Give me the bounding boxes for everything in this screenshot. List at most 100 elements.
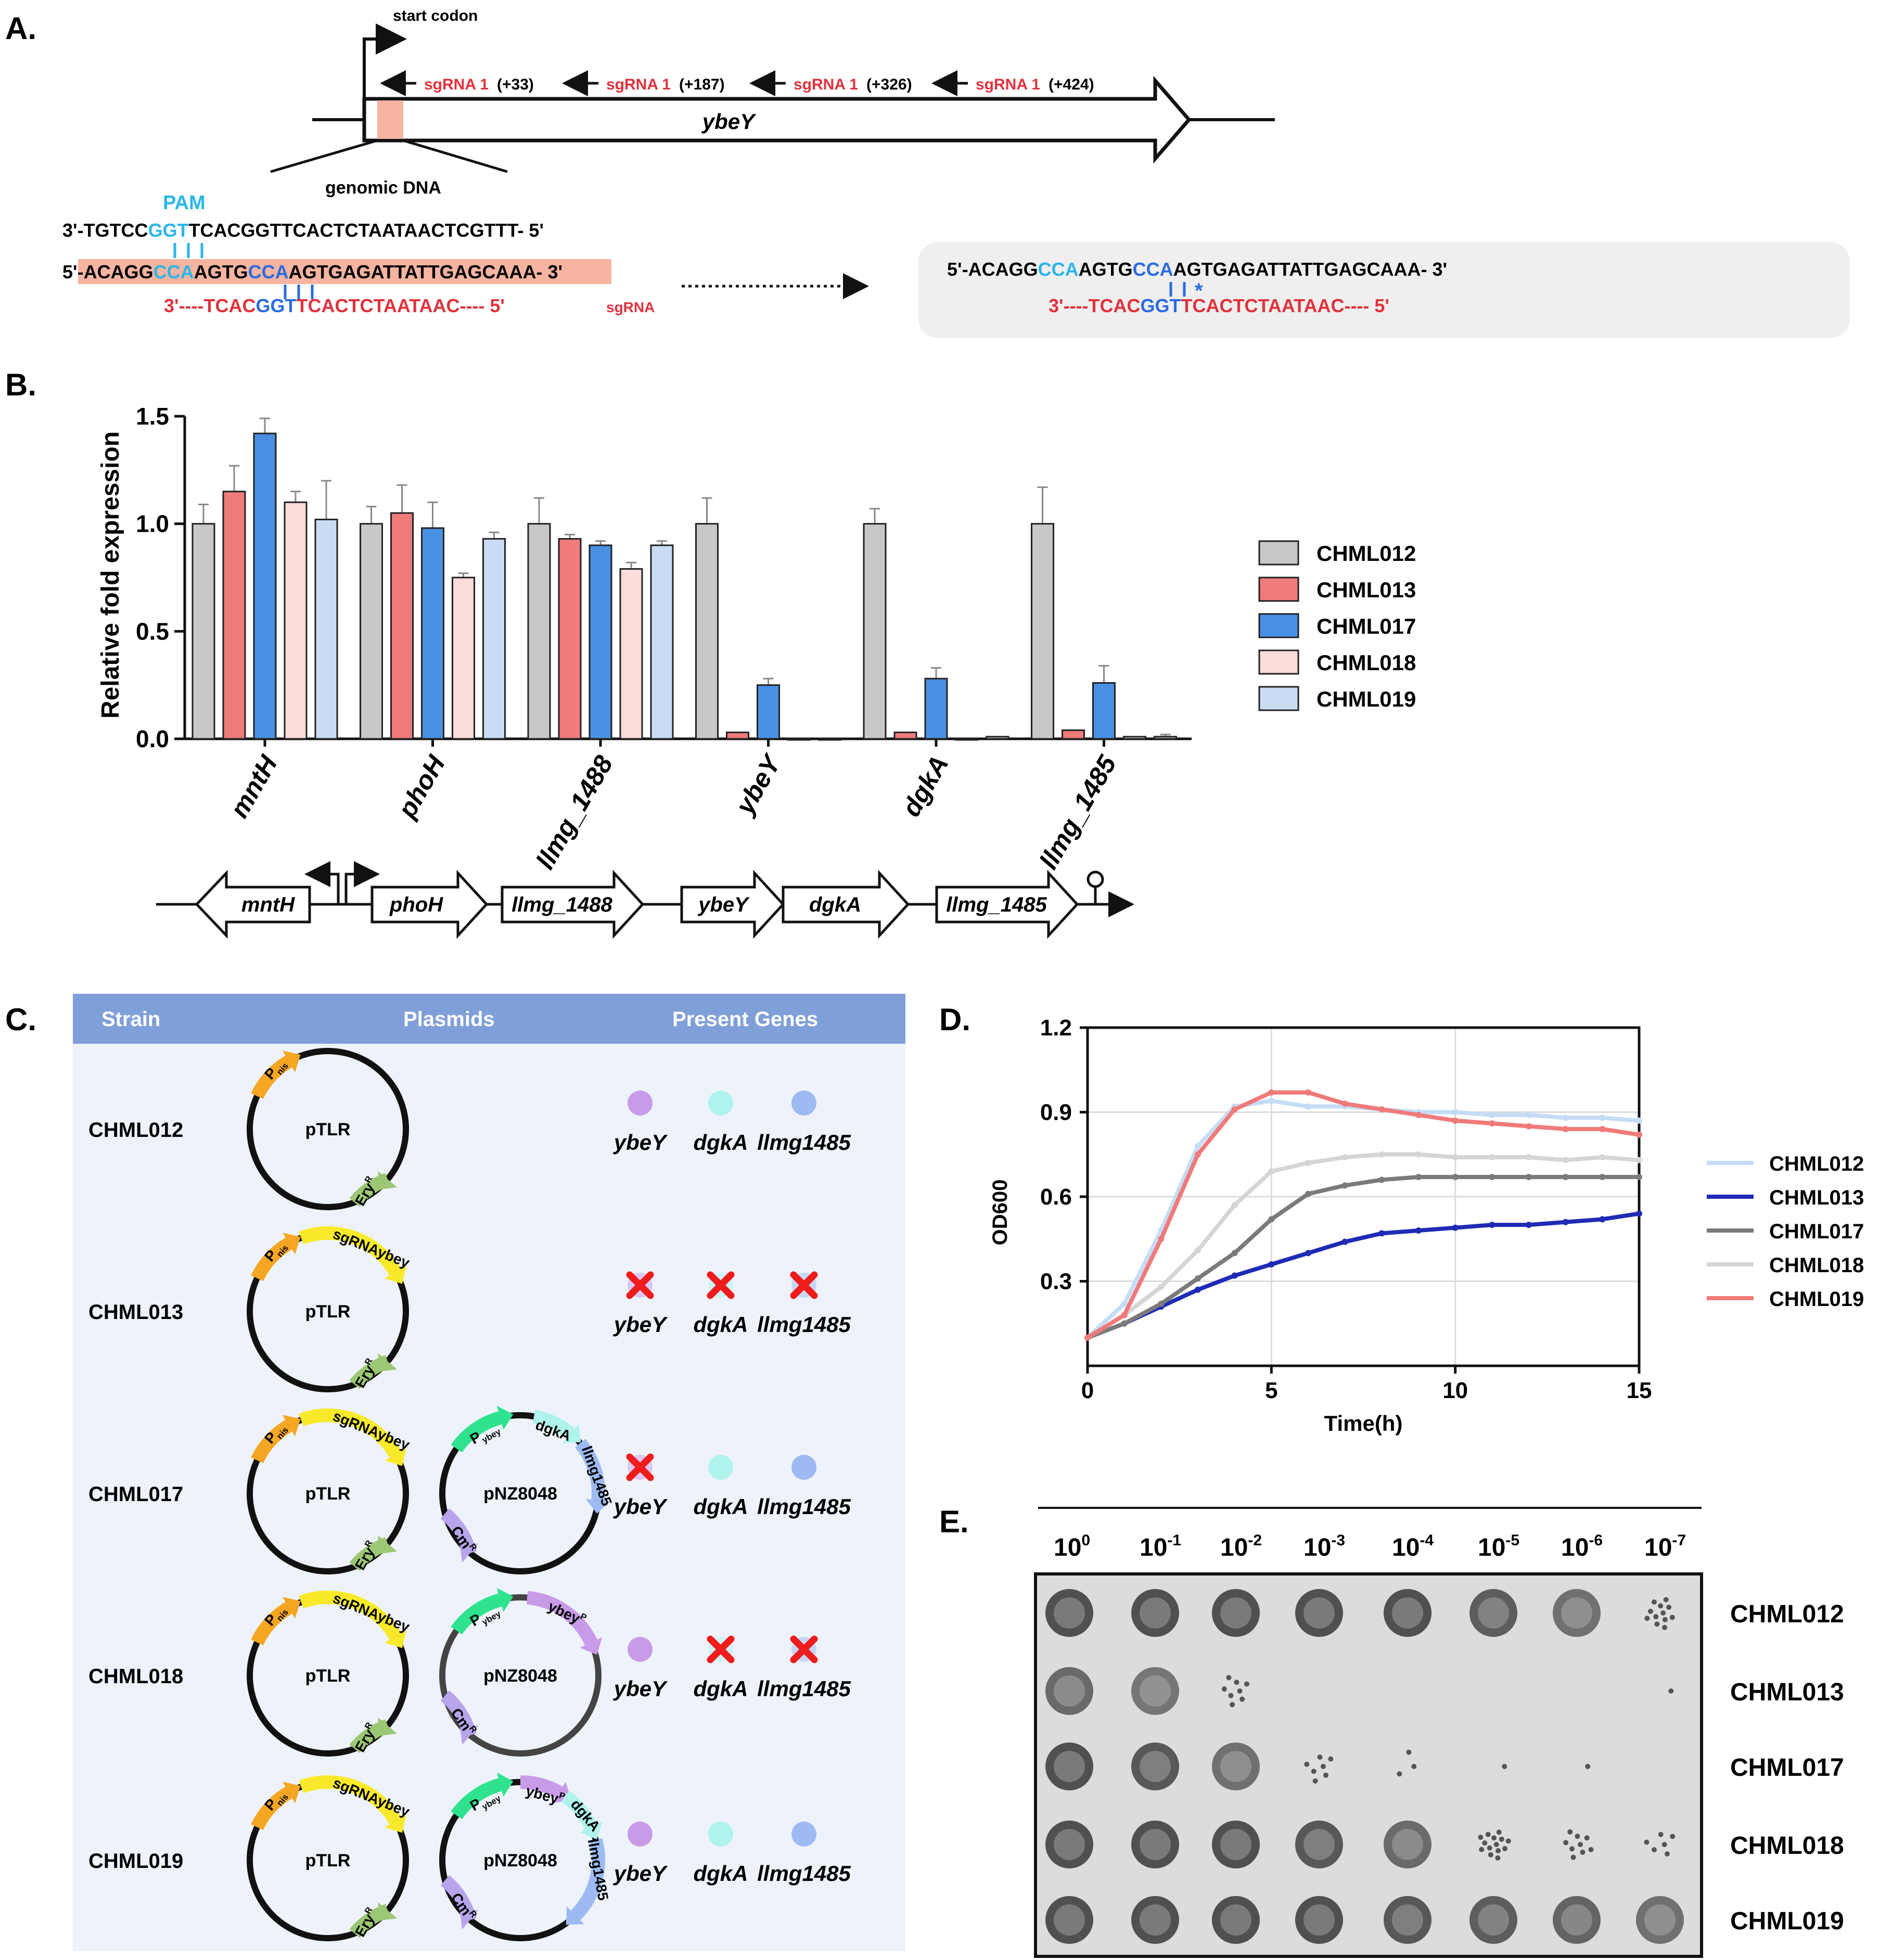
data-point-CHML012 (1599, 1114, 1606, 1121)
data-point-CHML013 (1378, 1230, 1385, 1237)
spot-assay: 100 10-1 10-2 10-3 10-4 10-5 10-6 10-7 CHML012 CH… (1034, 1532, 1844, 1958)
colony-spot (1045, 1896, 1093, 1944)
colony-dot (1323, 1772, 1328, 1778)
colony-spot-center (1140, 1597, 1171, 1629)
sgrna-sequence: 3'----TCACGGTTCACTCTAATAAC---- 5' (164, 295, 505, 316)
gene-name: dgkA (694, 1861, 748, 1886)
data-point-CHML017 (1268, 1216, 1275, 1223)
sgrna-name: sgRNA 1 (794, 76, 858, 93)
data-point-CHML019 (1268, 1089, 1275, 1096)
bar-CHML012-llmg_1485 (1031, 523, 1054, 740)
ybey-gene-label: ybeY (701, 109, 757, 134)
sgrna-3-marker: sgRNA 1 (+326) (749, 70, 912, 96)
operon-gene-phoH (370, 869, 489, 939)
data-point-CHML018 (1158, 1284, 1165, 1290)
gene-name: ybeY (613, 1861, 668, 1886)
data-point-CHML012 (1636, 1117, 1642, 1124)
data-point-CHML017 (1121, 1320, 1128, 1327)
colony-spot (1295, 1896, 1343, 1944)
colony-spot (1131, 1821, 1179, 1868)
data-point-CHML019 (1526, 1123, 1532, 1130)
pnis-promoter-head (283, 1597, 301, 1619)
x-tick-label: llmg_1488 (530, 750, 619, 874)
zoom-line-right (403, 139, 508, 173)
data-point-CHML013 (1452, 1224, 1459, 1231)
table-header (73, 994, 905, 1044)
colony-dot (1584, 1835, 1590, 1841)
colony-spot (1384, 1896, 1431, 1944)
data-point-CHML013 (1526, 1222, 1532, 1228)
pybey-promoter (451, 1778, 502, 1820)
operon-gene-label: llmg_1488 (512, 893, 612, 916)
series-line-CHML019 (1086, 1090, 1640, 1340)
data-point-CHML013 (1636, 1210, 1642, 1217)
data-point-CHML012 (1121, 1300, 1128, 1307)
colony-dot (1485, 1831, 1491, 1837)
sgrna-position: (+187) (679, 76, 725, 93)
gene-present-dot (628, 1091, 653, 1116)
colony-spot-center (1054, 1904, 1085, 1936)
gene-name: llmg1485 (757, 1312, 851, 1337)
y-tick-label: 0.5 (136, 618, 169, 645)
gene-name: dgkA (694, 1130, 748, 1155)
pam-pairing-ticks (173, 243, 203, 258)
pam-label: PAM (163, 192, 206, 214)
data-point-CHML017 (1231, 1250, 1238, 1257)
colony-dot (1304, 1761, 1310, 1767)
colony-spot (1469, 1589, 1517, 1637)
bar-CHML017-dgkA (924, 677, 948, 740)
bar-CHML017-ybeY (757, 684, 780, 740)
operon-gene-label: mntH (241, 893, 295, 916)
data-point-CHML017 (1526, 1174, 1532, 1181)
colony-dot (1491, 1835, 1497, 1841)
ptlr-label: pTLR (305, 1666, 351, 1686)
data-point-CHML018 (1268, 1168, 1275, 1175)
legend-swatch (1258, 613, 1299, 638)
colony-dot (1658, 1831, 1664, 1837)
colony-dot (1239, 1696, 1245, 1702)
colony-dot (1668, 1688, 1674, 1694)
colony-dot (1502, 1846, 1508, 1851)
gene-absent-x-icon (790, 1271, 818, 1299)
data-point-CHML017 (1452, 1174, 1459, 1181)
colony-spot (1384, 1821, 1431, 1868)
data-point-CHML019 (1231, 1106, 1238, 1113)
colony-spot (1045, 1743, 1093, 1790)
ery-marker-head (378, 1717, 398, 1736)
header-strain: Strain (101, 1008, 160, 1031)
bar-CHML013-llmg_1485 (1062, 729, 1085, 740)
strain-name: CHML017 (88, 1483, 183, 1506)
series-line-CHML017 (1087, 1175, 1639, 1340)
colony-dot (1563, 1840, 1569, 1846)
sgrna-4-marker: sgRNA 1 (+424) (931, 70, 1094, 96)
colony-dot (1328, 1756, 1334, 1762)
colony-dot (1499, 1836, 1504, 1842)
bar-CHML017-mntH (253, 432, 277, 740)
colony-spot-center (1478, 1904, 1509, 1936)
bar-CHML012-dgkA (863, 523, 887, 740)
ery-marker-head (378, 1353, 398, 1372)
colony-dot (1661, 1842, 1667, 1847)
colony-dot (1406, 1749, 1412, 1755)
legend-label: CHML012 (1769, 1152, 1864, 1175)
sgrna-position: (+326) (866, 76, 912, 93)
ptlr-label: pTLR (305, 1120, 351, 1139)
colony-spot (1045, 1589, 1093, 1637)
data-point-CHML012 (1562, 1114, 1569, 1121)
gene-name: llmg1485 (757, 1130, 851, 1155)
sgrna-1-marker: sgRNA 1 (+33) (380, 70, 534, 96)
colony-spot-center (1054, 1597, 1085, 1629)
data-point-CHML019 (1562, 1126, 1569, 1132)
gene-absent-x-icon (707, 1635, 735, 1663)
colony-spot (1131, 1667, 1179, 1715)
target-region-highlight (377, 100, 403, 139)
result-box (918, 242, 1850, 338)
data-point-CHML019 (1599, 1126, 1606, 1132)
colony-spot-center (1220, 1597, 1251, 1629)
operon-gene-mntH (195, 869, 311, 939)
operon-gene-label: phoH (389, 893, 443, 916)
data-point-CHML018 (1341, 1154, 1348, 1161)
data-point-CHML013 (1231, 1272, 1238, 1279)
x-tick-label: 15 (1627, 1378, 1652, 1403)
sgrna-cassette (299, 1775, 402, 1825)
